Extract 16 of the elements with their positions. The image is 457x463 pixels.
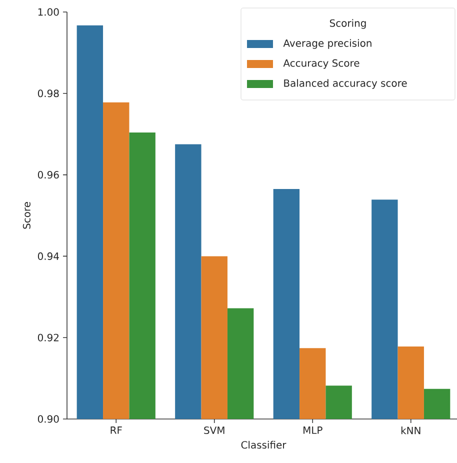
legend-label: Average precision [283, 39, 372, 49]
y-tick-label: 0.94 [38, 252, 59, 260]
x-axis-title: Classifier [241, 440, 286, 449]
y-tick-label: 0.90 [38, 415, 59, 423]
x-tick-label: RF [110, 426, 122, 434]
y-tick-label: 0.92 [38, 334, 58, 342]
legend-label: Accuracy Score [283, 59, 360, 69]
x-tick-label: kNN [401, 426, 420, 434]
y-tick-label: 0.96 [38, 171, 59, 179]
legend-label: Balanced accuracy score [284, 79, 407, 89]
y-tick-label: 0.98 [38, 90, 59, 98]
y-tick-label: 1.00 [38, 8, 59, 16]
x-tick-label: SVM [204, 426, 224, 434]
x-tick-label: MLP [304, 426, 322, 434]
legend-title: Scoring [330, 19, 366, 29]
y-axis-title: Score [22, 202, 30, 229]
